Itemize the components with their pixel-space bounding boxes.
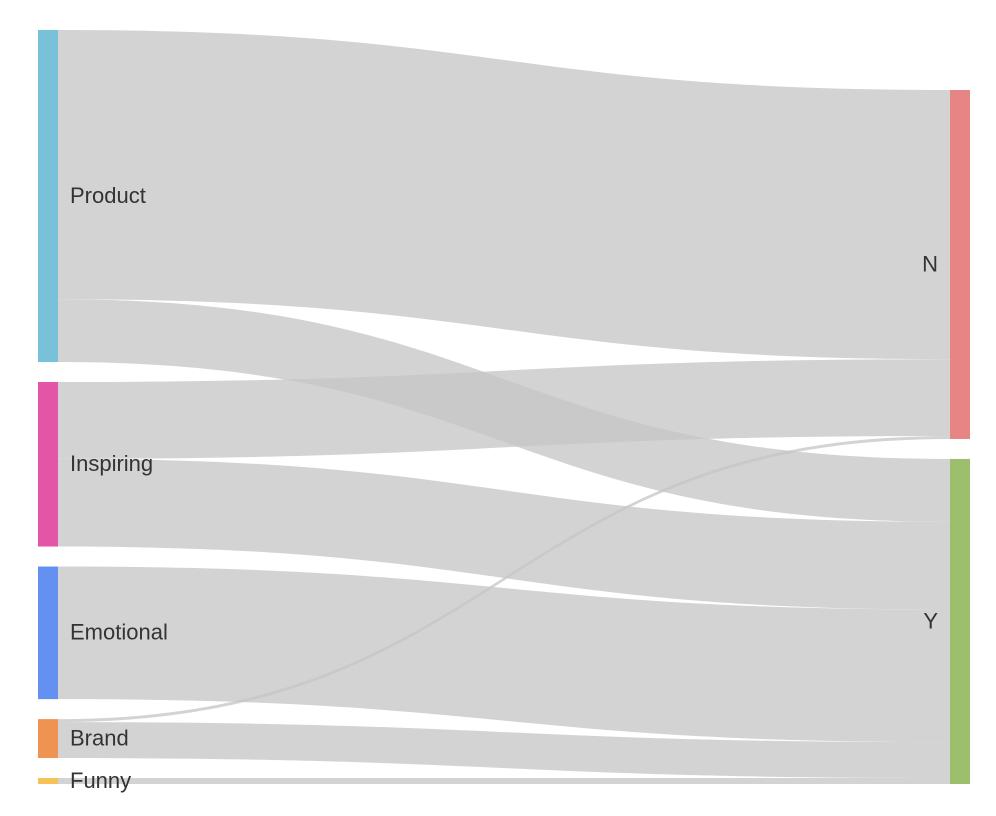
node-label-inspiring: Inspiring — [70, 451, 153, 476]
link-brand-y[interactable] — [58, 722, 950, 779]
sankey-links — [58, 30, 950, 784]
node-funny[interactable] — [38, 778, 58, 784]
node-y[interactable] — [950, 458, 970, 784]
node-inspiring[interactable] — [38, 382, 58, 547]
link-funny-y[interactable] — [58, 778, 950, 784]
node-label-n: N — [922, 251, 938, 276]
node-label-emotional: Emotional — [70, 620, 168, 645]
node-brand[interactable] — [38, 719, 58, 759]
node-emotional[interactable] — [38, 566, 58, 700]
link-inspiring-n[interactable] — [58, 359, 950, 459]
node-label-product: Product — [70, 183, 146, 208]
link-inspiring-y[interactable] — [58, 458, 950, 610]
node-product[interactable] — [38, 30, 58, 363]
node-label-y: Y — [923, 608, 938, 633]
link-emotional-y[interactable] — [58, 566, 950, 743]
node-n[interactable] — [950, 90, 970, 439]
node-label-funny: Funny — [70, 768, 131, 793]
sankey-nodes — [38, 30, 970, 784]
node-label-brand: Brand — [70, 725, 129, 750]
link-product-n[interactable] — [58, 30, 950, 360]
sankey-labels: Product Inspiring Emotional Brand Funny N Y — [70, 183, 938, 793]
link-brand-n[interactable] — [58, 435, 950, 723]
